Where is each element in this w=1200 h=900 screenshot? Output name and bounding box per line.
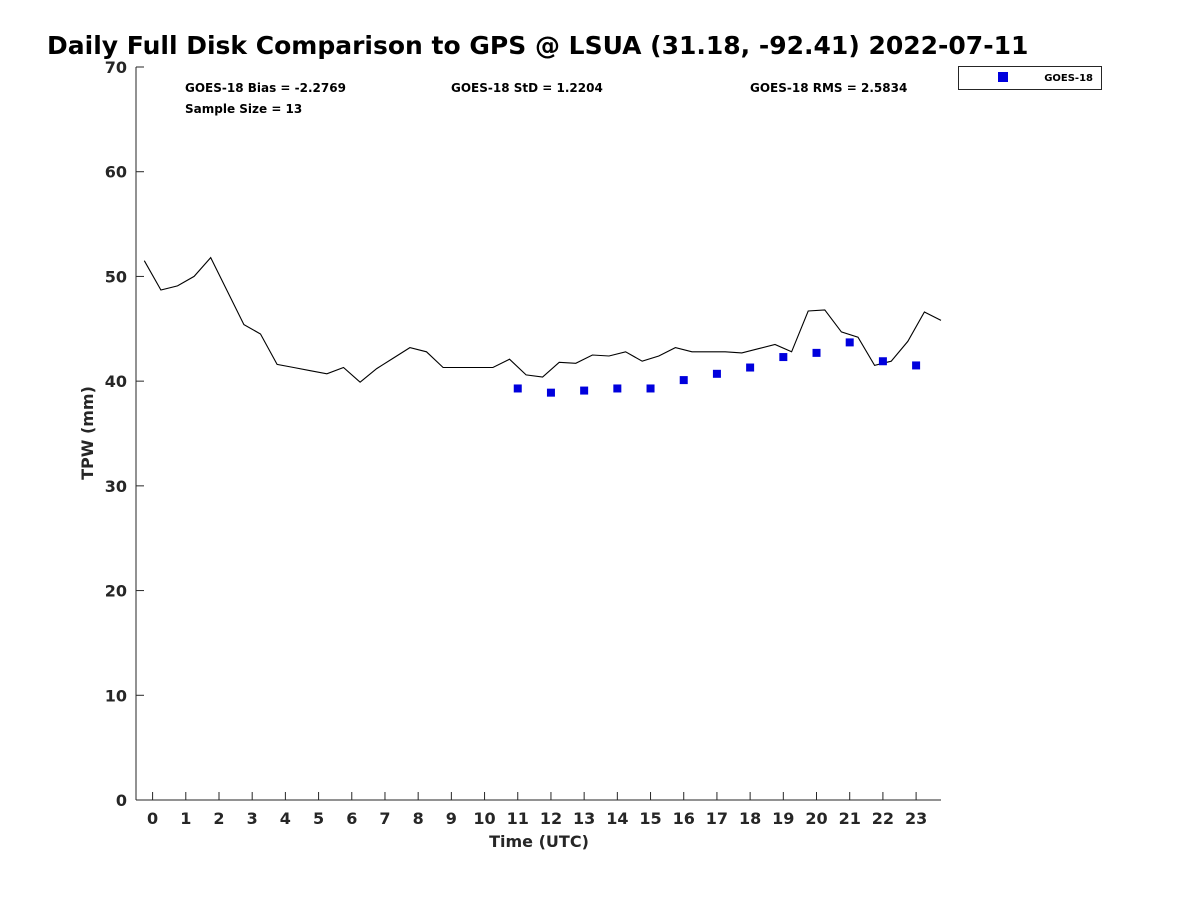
legend: GOES-18 [958, 66, 1102, 90]
legend-box [958, 66, 1102, 90]
y-tick-label: 20 [105, 582, 127, 601]
x-tick-label: 18 [739, 809, 761, 828]
legend-label-goes-18: GOES-18 [1044, 73, 1093, 84]
series-layer [143, 256, 942, 397]
y-tick-label: 50 [105, 267, 127, 286]
goes-18-point [546, 388, 555, 397]
x-tick-label: 16 [673, 809, 695, 828]
x-tick-label: 10 [473, 809, 495, 828]
x-axis-ticks: 0 1 2 3 4 5 6 7 8 9 10 11 12 13 14 15 16 17 18 19 20 21 22 23 [147, 792, 927, 828]
x-tick-label: 0 [147, 809, 158, 828]
stat-std: GOES-18 StD = 1.2204 [451, 81, 603, 95]
x-tick-label: 11 [507, 809, 529, 828]
stat-sample-size: Sample Size = 13 [185, 102, 302, 116]
x-tick-label: 15 [639, 809, 661, 828]
goes-18-point [513, 384, 522, 393]
x-tick-label: 2 [213, 809, 224, 828]
x-tick-label: 17 [706, 809, 728, 828]
y-axis-label: TPW (mm) [78, 386, 97, 480]
goes-18-point [779, 353, 788, 362]
x-axis-label: Time (UTC) [489, 832, 589, 851]
x-tick-label: 22 [872, 809, 894, 828]
y-tick-label: 30 [105, 477, 127, 496]
goes-18-point [812, 348, 821, 357]
x-tick-label: 4 [280, 809, 291, 828]
x-tick-label: 23 [905, 809, 927, 828]
x-tick-label: 6 [346, 809, 357, 828]
stats-box: GOES-18 Bias = -2.2769 GOES-18 StD = 1.2… [185, 81, 907, 116]
x-tick-label: 19 [772, 809, 794, 828]
goes-18-point [878, 357, 887, 366]
x-tick-label: 20 [805, 809, 827, 828]
goes-18-point [646, 384, 655, 393]
x-tick-label: 13 [573, 809, 595, 828]
x-tick-label: 12 [540, 809, 562, 828]
y-axis-ticks: 0 10 20 30 40 50 60 70 [105, 58, 144, 810]
goes-18-point [746, 363, 755, 372]
x-tick-label: 7 [379, 809, 390, 828]
x-tick-label: 3 [247, 809, 258, 828]
y-tick-label: 60 [105, 163, 127, 182]
legend-marker-goes-18 [998, 72, 1008, 82]
goes-18-point [912, 361, 921, 370]
x-tick-label: 1 [180, 809, 191, 828]
y-tick-label: 40 [105, 372, 127, 391]
x-tick-label: 21 [839, 809, 861, 828]
goes-18-point [580, 386, 589, 395]
gps-tpw-line [143, 256, 942, 383]
x-tick-label: 9 [446, 809, 457, 828]
stat-rms: GOES-18 RMS = 2.5834 [750, 81, 907, 95]
y-tick-label: 70 [105, 58, 127, 77]
x-tick-label: 8 [413, 809, 424, 828]
goes-18-point [679, 376, 688, 385]
x-tick-label: 14 [606, 809, 628, 828]
goes-18-point [613, 384, 622, 393]
stat-bias: GOES-18 Bias = -2.2769 [185, 81, 346, 95]
y-tick-label: 0 [116, 791, 127, 810]
goes-18-point [712, 369, 721, 378]
y-tick-label: 10 [105, 686, 127, 705]
chart-title: Daily Full Disk Comparison to GPS @ LSUA… [47, 31, 1028, 60]
goes-18-point [845, 338, 854, 347]
x-tick-label: 5 [313, 809, 324, 828]
